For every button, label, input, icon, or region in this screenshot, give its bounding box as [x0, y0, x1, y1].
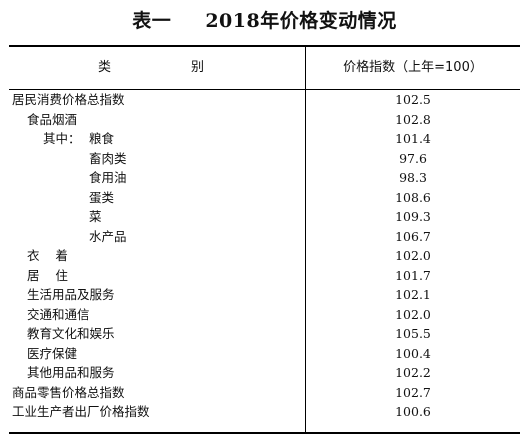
table-row: 食用油 98.3: [9, 168, 520, 188]
table-row: 菜 109.3: [9, 207, 520, 227]
row-value: 109.3: [395, 209, 431, 224]
table-row: 食品烟酒 102.8: [9, 110, 520, 130]
row-value: 102.1: [395, 287, 431, 302]
row-label: 居 住: [27, 267, 68, 283]
column-divider: [305, 46, 306, 433]
table-row: 蛋类 108.6: [9, 188, 520, 208]
row-label: 其他用品和服务: [27, 365, 115, 380]
row-value: 102.5: [395, 92, 431, 107]
table-row: 居 住 101.7: [9, 266, 520, 286]
row-label: 食用油: [89, 170, 127, 185]
table-row: 生活用品及服务 102.1: [9, 285, 520, 305]
table-title-prefix: 表一: [132, 10, 172, 32]
row-value: 102.8: [395, 111, 431, 127]
row-label: 蛋类: [89, 189, 115, 205]
row-value: 98.3: [399, 170, 427, 185]
table-row: 教育文化和娱乐 105.5: [9, 324, 520, 344]
row-label: 畜肉类: [89, 150, 127, 166]
top-rule: [9, 45, 520, 47]
row-label: 菜: [89, 209, 102, 224]
table-title: 表一 2018年价格变动情况: [0, 9, 529, 33]
row-value: 106.7: [395, 228, 431, 244]
row-value: 101.7: [395, 267, 431, 283]
row-value: 100.4: [395, 345, 431, 361]
row-value: 105.5: [395, 326, 431, 341]
row-label: 医疗保健: [27, 345, 78, 361]
value-column-header: 价格指数（上年=100）: [343, 60, 483, 75]
table-row: 工业生产者出厂价格指数 100.6: [9, 402, 520, 422]
row-value: 101.4: [395, 131, 431, 146]
table-row: 居民消费价格总指数 102.5: [9, 90, 520, 110]
table-row: 其他用品和服务 102.2: [9, 363, 520, 383]
row-label: 食品烟酒: [27, 111, 78, 127]
row-label: 居民消费价格总指数: [12, 92, 125, 107]
row-label: 交通和通信: [27, 306, 90, 322]
table-row: 水产品 106.7: [9, 227, 520, 247]
row-value: 97.6: [399, 150, 427, 166]
row-value: 100.6: [395, 404, 431, 419]
row-label: 水产品: [89, 228, 127, 244]
table-row: 商品零售价格总指数 102.7: [9, 383, 520, 403]
table-row: 医疗保健 100.4: [9, 344, 520, 364]
category-header-char-2: 别: [191, 60, 205, 75]
bottom-rule: [9, 432, 520, 434]
category-header-char-1: 类: [98, 60, 112, 75]
row-value: 108.6: [395, 189, 431, 205]
row-label: 工业生产者出厂价格指数: [12, 404, 150, 419]
row-label: 粮食: [89, 131, 115, 146]
table-row: 畜肉类 97.6: [9, 149, 520, 169]
row-label: 教育文化和娱乐: [27, 326, 115, 341]
header-rule: [9, 89, 520, 90]
category-column-header: 类 别: [9, 58, 305, 78]
row-label: 生活用品及服务: [27, 287, 115, 302]
table-row: 其中： 粮食 101.4: [9, 129, 520, 149]
row-label: 衣 着: [27, 248, 68, 263]
table-title-main: 2018年价格变动情况: [205, 10, 397, 32]
row-value: 102.2: [395, 365, 431, 380]
row-value: 102.0: [395, 306, 431, 322]
row-prefix: 其中：: [43, 131, 81, 146]
table-row: 衣 着 102.0: [9, 246, 520, 266]
table-row: 交通和通信 102.0: [9, 305, 520, 325]
row-label: 商品零售价格总指数: [12, 384, 125, 400]
row-value: 102.0: [395, 248, 431, 263]
row-value: 102.7: [395, 384, 431, 400]
